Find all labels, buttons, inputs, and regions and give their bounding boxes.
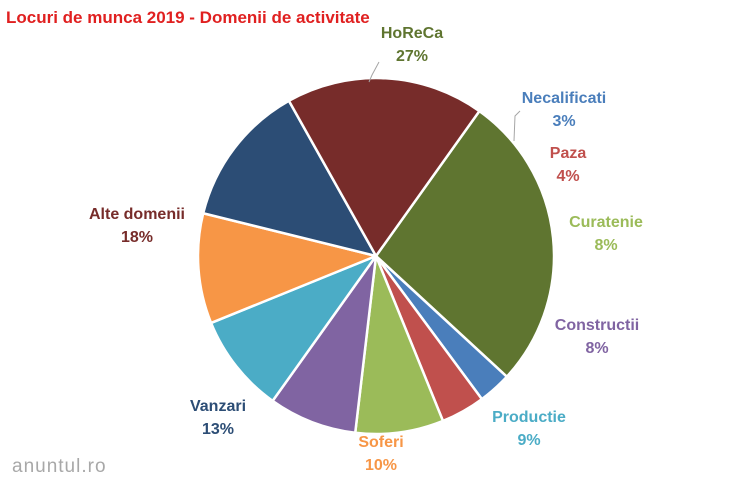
- pie-slice-curatenie: [353, 254, 445, 436]
- data-label-vanzari: Vanzari: [190, 398, 246, 415]
- data-value-productie: 9%: [517, 432, 540, 449]
- data-label-paza: Paza: [550, 145, 587, 162]
- pie-slice-vanzari: [201, 99, 378, 258]
- pie-slice-soferi: [196, 211, 378, 325]
- pie-slice-alte-domenii: [287, 76, 481, 258]
- data-value-horeca: 27%: [396, 48, 428, 65]
- data-value-necalificati: 3%: [552, 113, 575, 130]
- data-value-vanzari: 13%: [202, 421, 234, 438]
- data-value-paza: 4%: [556, 168, 579, 185]
- data-value-soferi: 10%: [365, 457, 397, 474]
- pie-slice-constructii: [271, 254, 378, 435]
- leader-line-horeca: [368, 61, 380, 83]
- data-label-soferi: Soferi: [358, 434, 403, 451]
- data-value-alte-domenii: 18%: [121, 229, 153, 246]
- watermark-logo: anuntul.ro: [12, 456, 107, 477]
- data-value-curatenie: 8%: [594, 237, 617, 254]
- pie-slice-horeca: [374, 109, 556, 378]
- data-label-constructii: Constructii: [555, 317, 639, 334]
- data-label-curatenie: Curatenie: [569, 214, 643, 231]
- data-value-constructii: 8%: [585, 340, 608, 357]
- leader-line-necalificati: [513, 110, 521, 142]
- data-label-productie: Productie: [492, 409, 566, 426]
- pie-slice-productie: [209, 254, 378, 403]
- data-label-necalificati: Necalificati: [522, 90, 606, 107]
- data-label-alte-domenii: Alte domenii: [89, 206, 185, 223]
- chart-title: Locuri de munca 2019 - Domenii de activi…: [6, 8, 370, 27]
- data-label-horeca: HoReCa: [381, 25, 443, 42]
